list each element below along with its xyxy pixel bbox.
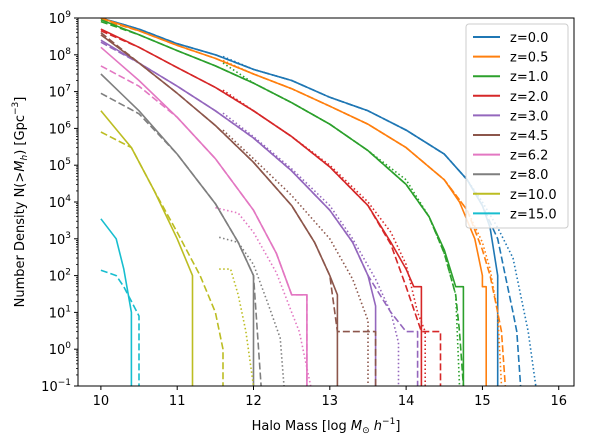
series-line-z-0-0-dotted xyxy=(222,55,537,386)
series-line-z-15-0-solid xyxy=(100,218,133,386)
series-line-z-0-5-dotted xyxy=(222,59,503,386)
y-tick-label: 106 xyxy=(49,120,72,137)
series-line-z-0-0-dashed xyxy=(100,18,522,386)
y-tick-label: 100 xyxy=(49,341,72,358)
legend-label: z=8.0 xyxy=(510,168,548,183)
series-line-z-3-0-dashed xyxy=(100,41,419,386)
legend-label: z=10.0 xyxy=(510,188,557,203)
y-tick-label: 109 xyxy=(49,10,72,27)
x-tick-label: 15 xyxy=(474,394,491,409)
x-tick-label: 10 xyxy=(93,394,110,409)
legend-label: z=0.5 xyxy=(510,51,548,66)
series-line-z-10-0-dashed xyxy=(100,131,224,386)
series-line-z-10-0-solid xyxy=(100,110,194,386)
legend-label: z=6.2 xyxy=(510,149,548,164)
series-layer xyxy=(100,18,537,386)
y-tick-label: 102 xyxy=(49,268,71,285)
x-tick-label: 14 xyxy=(398,394,415,409)
series-line-z-8-0-dotted xyxy=(218,236,285,386)
y-tick-label: 107 xyxy=(49,84,71,101)
series-line-z-6-2-dashed xyxy=(100,65,308,386)
series-line-z-2-0-dotted xyxy=(222,89,426,386)
legend: z=0.0 z=0.5 z=1.0 z=2.0 z=3.0 z=4.5 z=6.2 z=8.0… xyxy=(465,23,569,229)
x-axis-label: Halo Mass [log M⊙ h−1] xyxy=(252,417,401,436)
y-axis-label: Number Density N(>Mh) [Gpc−3] xyxy=(11,97,30,308)
y-tick-label: 101 xyxy=(49,304,71,321)
x-tick-label: 12 xyxy=(245,394,262,409)
x-tick-label: 11 xyxy=(169,394,186,409)
x-axis: 10 11 12 13 14 15 16 xyxy=(93,386,567,409)
series-line-z-0-5-dashed xyxy=(100,18,507,386)
x-tick-label: 13 xyxy=(322,394,339,409)
legend-label: z=4.5 xyxy=(510,129,548,144)
series-line-z-4-5-dashed xyxy=(100,31,377,386)
x-tick-label: 16 xyxy=(550,394,567,409)
y-tick-label: 108 xyxy=(49,47,72,64)
y-tick-label: 105 xyxy=(49,157,71,174)
legend-label: z=1.0 xyxy=(510,70,548,85)
y-tick-label: 104 xyxy=(49,194,72,211)
series-line-z-15-0-dashed xyxy=(100,269,140,386)
y-tick-label: 103 xyxy=(49,231,71,248)
y-axis: 10−1 100 101 102 103 104 105 106 107 108 109 xyxy=(41,10,78,395)
legend-box xyxy=(465,23,569,229)
legend-label: z=15.0 xyxy=(510,207,557,222)
series-line-z-4-5-dotted xyxy=(222,129,369,386)
series-line-z-8-0-dashed xyxy=(100,92,262,386)
y-tick-label: 10−1 xyxy=(41,378,71,395)
series-line-z-2-0-dashed xyxy=(100,30,442,386)
legend-label: z=2.0 xyxy=(510,90,548,105)
legend-label: z=3.0 xyxy=(510,109,548,124)
legend-label: z=0.0 xyxy=(510,31,548,46)
